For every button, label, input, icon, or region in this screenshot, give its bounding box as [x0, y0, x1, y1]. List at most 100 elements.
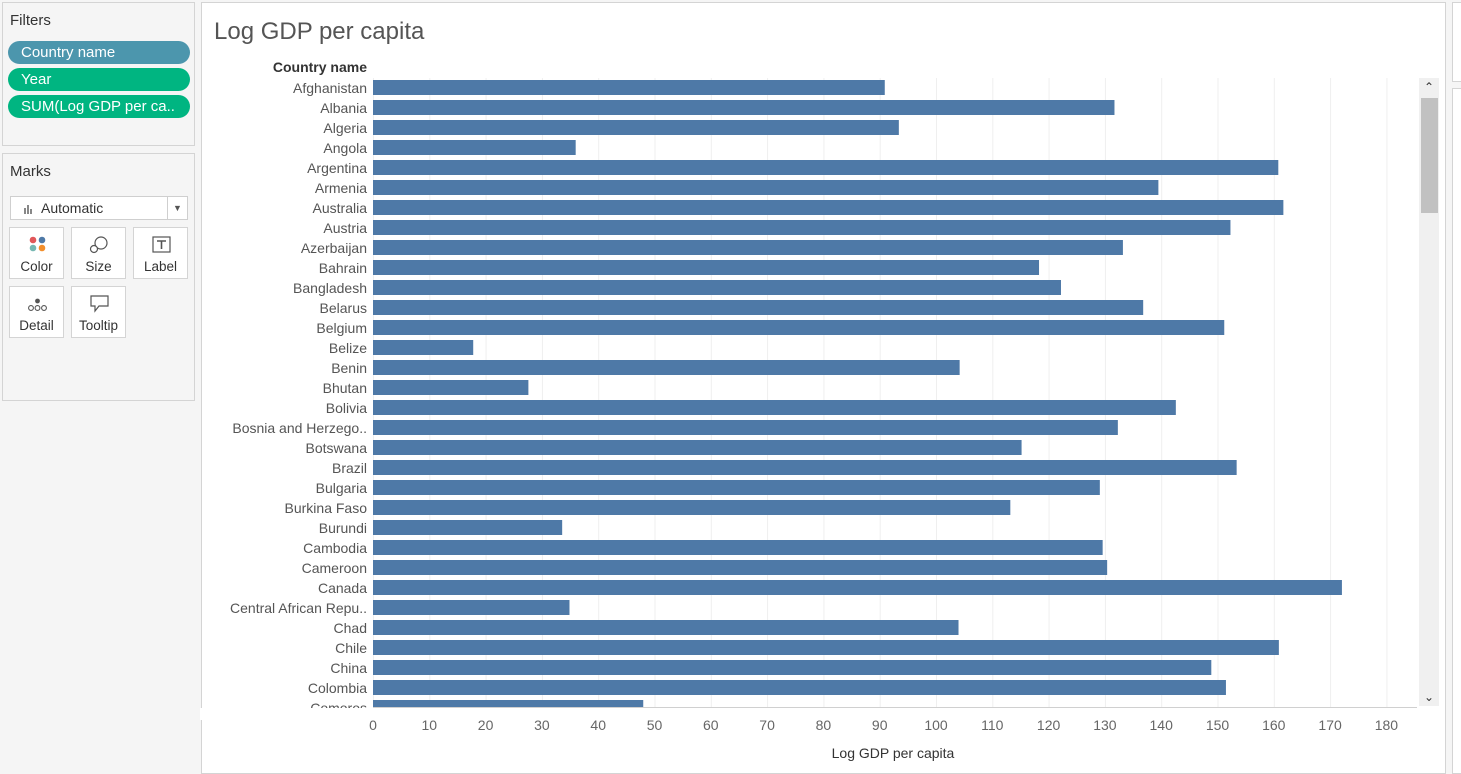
marks-label-label: Label — [143, 259, 178, 274]
category-label: Chad — [334, 620, 367, 636]
bar[interactable] — [373, 380, 529, 395]
bar[interactable] — [373, 320, 1225, 335]
bar[interactable] — [373, 180, 1159, 195]
bar[interactable] — [373, 420, 1118, 435]
bar[interactable] — [373, 620, 959, 635]
bar[interactable] — [373, 360, 960, 375]
bar[interactable] — [373, 120, 899, 135]
filters-shelf: Filters Country name Year SUM(Log GDP pe… — [2, 2, 195, 146]
category-label: Belize — [329, 340, 367, 356]
category-label: Bolivia — [326, 400, 367, 416]
text-label-icon — [152, 236, 171, 253]
chevron-down-icon[interactable]: ▼ — [167, 197, 187, 219]
bar[interactable] — [373, 700, 644, 707]
mark-type-label: Automatic — [41, 200, 104, 216]
category-label: Algeria — [323, 120, 367, 136]
bar[interactable] — [373, 200, 1284, 215]
bar[interactable] — [373, 640, 1279, 655]
bar[interactable] — [373, 520, 563, 535]
category-label: Canada — [318, 580, 367, 596]
category-label: Bosnia and Herzego.. — [232, 420, 367, 436]
right-side-pane — [1450, 2, 1461, 774]
x-tick-label: 150 — [1206, 717, 1230, 733]
bar[interactable] — [373, 580, 1342, 595]
category-label: Argentina — [307, 160, 367, 176]
bar[interactable] — [373, 540, 1103, 555]
bar[interactable] — [373, 680, 1226, 695]
marks-detail-label: Detail — [19, 318, 54, 333]
category-label: Albania — [320, 100, 367, 116]
row-header: Country name — [273, 59, 367, 75]
x-tick-label: 110 — [981, 717, 1004, 733]
category-label: Burkina Faso — [285, 500, 368, 516]
bar[interactable] — [373, 240, 1123, 255]
scroll-up-arrow[interactable]: ⌃ — [1423, 80, 1435, 94]
marks-label-button[interactable]: Label — [133, 227, 188, 279]
bar[interactable] — [373, 280, 1061, 295]
category-label: Afghanistan — [293, 80, 367, 96]
category-label: Armenia — [315, 180, 367, 196]
category-label: Azerbaijan — [301, 240, 367, 256]
x-tick-label: 120 — [1037, 717, 1061, 733]
bar[interactable] — [373, 460, 1237, 475]
category-label: Bulgaria — [316, 480, 368, 496]
category-label: Belarus — [320, 300, 367, 316]
marks-detail-button[interactable]: Detail — [9, 286, 64, 338]
marks-title: Marks — [10, 163, 51, 180]
marks-card: Marks Automatic ▼ Color Size Label Detai… — [2, 153, 195, 401]
x-tick-label: 70 — [759, 717, 775, 733]
category-label: Brazil — [332, 460, 367, 476]
category-label: China — [330, 660, 367, 676]
detail-dots-icon — [28, 298, 47, 311]
bar[interactable] — [373, 80, 885, 95]
x-tick-label: 50 — [647, 717, 663, 733]
x-tick-label: 140 — [1150, 717, 1174, 733]
bar[interactable] — [373, 100, 1115, 115]
category-label: Cameroon — [302, 560, 367, 576]
category-label: Australia — [313, 200, 368, 216]
bar[interactable] — [373, 260, 1040, 275]
marks-color-button[interactable]: Color — [9, 227, 64, 279]
vertical-scrollbar[interactable]: ⌃ ⌄ — [1419, 78, 1439, 706]
filter-pill-sum-log-gdp[interactable]: SUM(Log GDP per ca.. — [8, 95, 190, 118]
viewport-mask — [200, 708, 1420, 720]
bar[interactable] — [373, 220, 1231, 235]
side-pane-top — [1452, 2, 1461, 82]
bar[interactable] — [373, 300, 1144, 315]
mark-type-dropdown[interactable]: Automatic ▼ — [10, 196, 188, 220]
bar[interactable] — [373, 140, 576, 155]
bar-chart-icon — [24, 205, 32, 214]
category-label: Central African Repu.. — [230, 600, 367, 616]
bar[interactable] — [373, 600, 570, 615]
category-label: Angola — [323, 140, 367, 156]
bar[interactable] — [373, 400, 1176, 415]
category-label: Bhutan — [323, 380, 367, 396]
bar[interactable] — [373, 560, 1108, 575]
scroll-down-arrow[interactable]: ⌄ — [1423, 690, 1435, 704]
category-label: Botswana — [306, 440, 368, 456]
x-tick-label: 160 — [1262, 717, 1286, 733]
marks-tooltip-label: Tooltip — [78, 318, 119, 333]
scrollbar-thumb[interactable] — [1421, 98, 1438, 213]
bar[interactable] — [373, 500, 1011, 515]
x-tick-label: 60 — [703, 717, 719, 733]
bar[interactable] — [373, 480, 1100, 495]
x-tick-label: 90 — [872, 717, 888, 733]
x-tick-label: 170 — [1318, 717, 1342, 733]
filter-pill-country-name[interactable]: Country name — [8, 41, 190, 64]
category-label: Belgium — [316, 320, 367, 336]
filter-pill-year[interactable]: Year — [8, 68, 190, 91]
category-label: Bahrain — [319, 260, 367, 276]
marks-tooltip-button[interactable]: Tooltip — [71, 286, 126, 338]
color-dots-icon — [29, 236, 46, 252]
x-tick-label: 40 — [590, 717, 606, 733]
bar[interactable] — [373, 340, 474, 355]
bar[interactable] — [373, 660, 1212, 675]
category-label: Chile — [335, 640, 367, 656]
marks-size-button[interactable]: Size — [71, 227, 126, 279]
x-axis-title: Log GDP per capita — [832, 745, 955, 761]
bar[interactable] — [373, 160, 1279, 175]
x-tick-label: 0 — [369, 717, 377, 733]
bar[interactable] — [373, 440, 1022, 455]
